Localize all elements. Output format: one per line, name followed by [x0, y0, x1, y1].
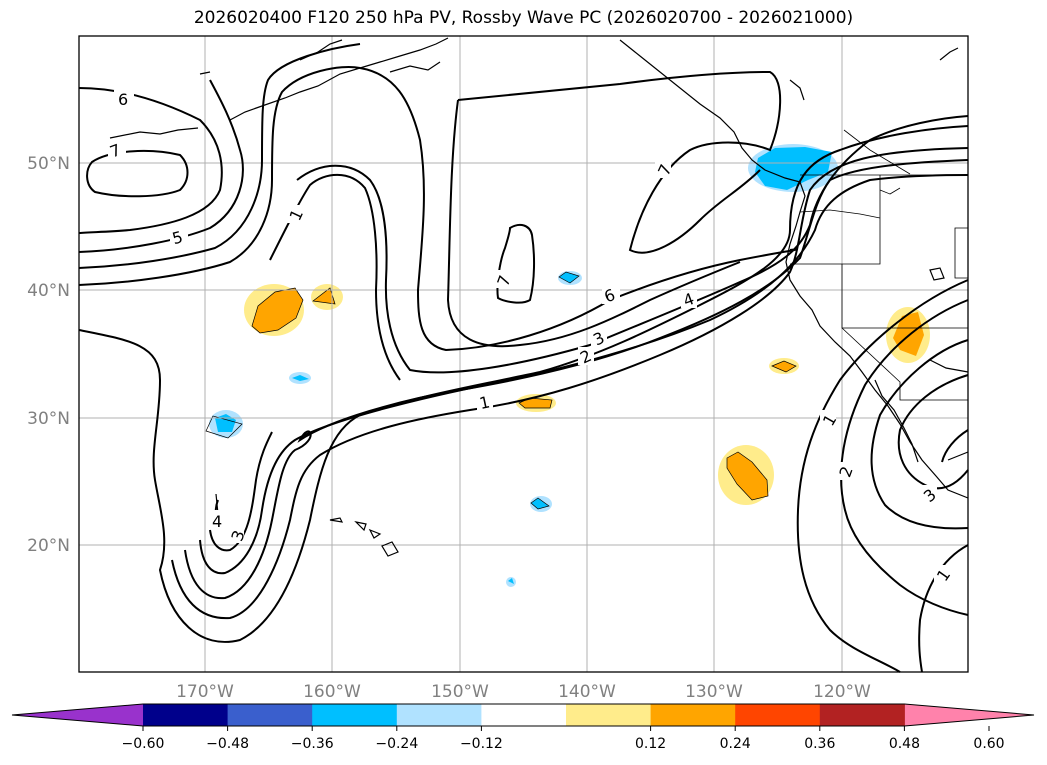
colorbar-tick-label: 0.60 — [973, 736, 1004, 752]
lon-label: 150°W — [431, 682, 489, 702]
lat-labels: 50°N 40°N 30°N 20°N — [27, 154, 70, 556]
lat-label: 30°N — [27, 409, 70, 429]
contour-label: 4 — [212, 512, 222, 531]
graticule — [79, 36, 968, 672]
lon-label: 160°W — [303, 682, 361, 702]
colorbar-tick-label: −0.36 — [291, 736, 334, 752]
colorbar-segment — [735, 704, 821, 726]
lon-label: 130°W — [685, 682, 743, 702]
lon-labels: 170°W 160°W 150°W 140°W 130°W 120°W — [176, 682, 871, 702]
colorbar-segment — [227, 704, 313, 726]
colorbar-segment — [481, 704, 567, 726]
lon-label: 140°W — [558, 682, 616, 702]
contour-labels: 6 7 5 1 4 3 7 6 4 3 2 1 7 1 2 3 1 — [107, 90, 954, 585]
colorbar-tick-label: −0.12 — [460, 736, 503, 752]
lat-label: 50°N — [27, 154, 70, 174]
colorbar-tick-label: 0.48 — [889, 736, 920, 752]
colorbar-segment — [566, 704, 652, 726]
lon-label: 170°W — [176, 682, 234, 702]
colorbar-segment — [819, 704, 905, 726]
colorbar-extend-low — [12, 704, 143, 726]
colorbar-segment — [650, 704, 736, 726]
lon-label: 120°W — [813, 682, 871, 702]
contour-label: 6 — [118, 90, 128, 109]
colorbar-tick-label: 0.12 — [635, 736, 666, 752]
map-frame — [78, 35, 969, 673]
colorbar-tick-label: −0.60 — [122, 736, 165, 752]
colorbar-tick-label: 0.24 — [720, 736, 751, 752]
colorbar-segment — [143, 704, 229, 726]
colorbar-tick-label: 0.36 — [804, 736, 835, 752]
colorbar-tick-label: −0.24 — [375, 736, 418, 752]
colorbar-segment — [312, 704, 398, 726]
lat-label: 40°N — [27, 281, 70, 301]
lat-label: 20°N — [27, 536, 70, 556]
map-title: 2026020400 F120 250 hPa PV, Rossby Wave … — [193, 8, 854, 28]
colorbar-tick-label: −0.48 — [206, 736, 249, 752]
colorbar-extend-high — [904, 704, 1034, 726]
contour-label: 5 — [170, 227, 185, 248]
colorbar: −0.60 −0.48 −0.36 −0.24 −0.12 0.12 0.24 0.36 0.4… — [11, 703, 1035, 752]
contour-label: 1 — [478, 392, 492, 413]
colorbar-segment — [396, 704, 482, 726]
coastlines — [109, 37, 969, 557]
pv-contours — [78, 43, 969, 673]
